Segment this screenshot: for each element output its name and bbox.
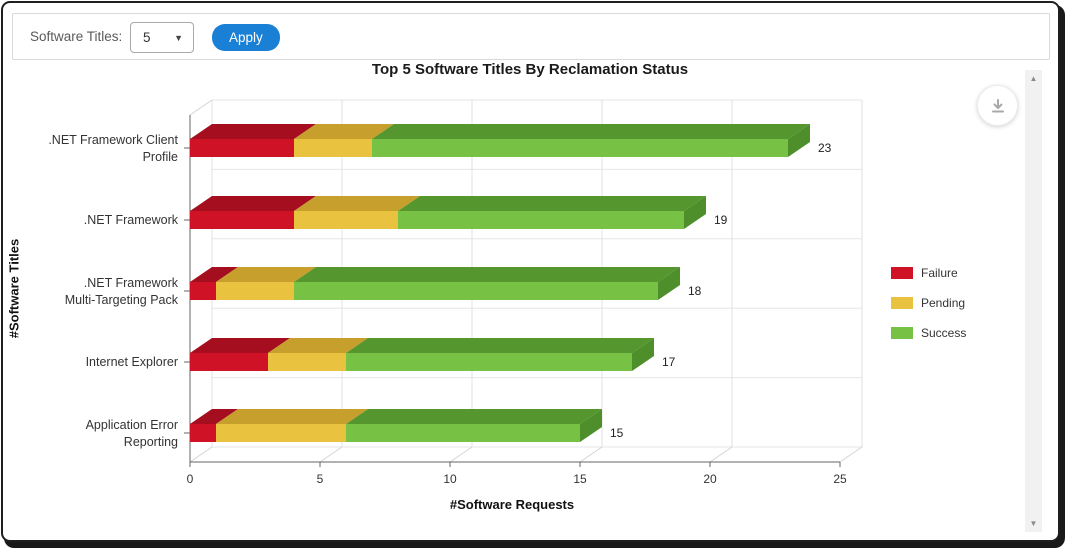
floor-slant-line [319, 446, 343, 463]
wall-slant-line [189, 99, 213, 116]
toolbar: Software Titles: 5 ▼ Apply [12, 13, 1050, 60]
bar-segment-failure[interactable] [190, 139, 294, 157]
bar-side-face [658, 267, 680, 300]
bar-segment-success[interactable] [346, 353, 632, 371]
bar-segment-pending[interactable] [216, 282, 294, 300]
bar-segment-top-pending[interactable] [268, 338, 368, 353]
x-tick-label: 25 [833, 472, 847, 486]
bar-segment-pending[interactable] [268, 353, 346, 371]
bar-segment-top-success[interactable] [372, 124, 810, 139]
category-label: Application Error [86, 418, 178, 432]
download-button[interactable] [977, 85, 1018, 126]
category-label: .NET Framework [84, 276, 179, 290]
value-label: 18 [688, 284, 702, 298]
x-tick-label: 0 [187, 472, 194, 486]
category-label: Multi-Targeting Pack [65, 293, 179, 307]
bar-side-face [788, 124, 810, 157]
bar-segment-top-pending[interactable] [216, 409, 368, 424]
bar-segment-top-pending[interactable] [216, 267, 316, 282]
scrollbar[interactable]: ▲ ▼ [1025, 70, 1042, 532]
bar-side-face [632, 338, 654, 371]
category-label: .NET Framework Client [48, 133, 178, 147]
bar-segment-pending[interactable] [294, 211, 398, 229]
bar-segment-top-success[interactable] [346, 409, 602, 424]
bar-segment-pending[interactable] [294, 139, 372, 157]
bar-segment-pending[interactable] [216, 424, 346, 442]
bar-segment-top-success[interactable] [294, 267, 680, 282]
value-label: 15 [610, 426, 624, 440]
bar-segment-failure[interactable] [190, 424, 216, 442]
value-label: 17 [662, 355, 676, 369]
x-tick-label: 10 [443, 472, 457, 486]
category-label: Internet Explorer [86, 355, 178, 369]
category-label: Reporting [124, 435, 178, 449]
scroll-down-icon[interactable]: ▼ [1029, 519, 1038, 528]
bar-segment-success[interactable] [346, 424, 580, 442]
bar-side-face [684, 196, 706, 229]
bar-segment-failure[interactable] [190, 282, 216, 300]
legend-swatch [891, 267, 913, 279]
x-tick-label: 5 [317, 472, 324, 486]
legend-swatch [891, 327, 913, 339]
bar-segment-top-pending[interactable] [294, 196, 420, 211]
bar-segment-success[interactable] [398, 211, 684, 229]
value-label: 19 [714, 213, 728, 227]
bar-side-face [580, 409, 602, 442]
value-label: 23 [818, 141, 832, 155]
bar-segment-success[interactable] [372, 139, 788, 157]
legend-label: Success [921, 326, 967, 340]
bar-segment-top-failure[interactable] [190, 338, 290, 353]
x-tick-label: 15 [573, 472, 587, 486]
legend-swatch [891, 297, 913, 309]
bar-segment-top-failure[interactable] [190, 267, 238, 282]
floor-slant-line [189, 446, 213, 463]
floor-slant-line [579, 446, 603, 463]
category-label: .NET Framework [84, 213, 179, 227]
legend-label: Pending [921, 296, 966, 310]
bar-segment-top-success[interactable] [346, 338, 654, 353]
bar-segment-top-failure[interactable] [190, 196, 316, 211]
x-axis-title: #Software Requests [449, 497, 575, 512]
floor-slant-line [839, 446, 863, 463]
scroll-up-icon[interactable]: ▲ [1029, 74, 1038, 83]
software-titles-select[interactable]: 5 ▼ [130, 22, 194, 53]
bar-segment-failure[interactable] [190, 211, 294, 229]
bar-segment-top-success[interactable] [398, 196, 706, 211]
select-value: 5 [143, 30, 151, 45]
bar-segment-success[interactable] [294, 282, 658, 300]
floor-slant-line [709, 446, 733, 463]
apply-button[interactable]: Apply [212, 24, 280, 51]
software-titles-label: Software Titles: [30, 29, 123, 44]
legend-item-failure[interactable]: Failure [891, 266, 966, 280]
download-icon [991, 98, 1004, 112]
category-label: Profile [143, 150, 178, 164]
bar-segment-failure[interactable] [190, 353, 268, 371]
legend: Failure Pending Success [891, 266, 966, 356]
bar-segment-top-pending[interactable] [294, 124, 394, 139]
chart-title: Top 5 Software Titles By Reclamation Sta… [371, 61, 689, 78]
bar-segment-top-failure[interactable] [190, 409, 238, 424]
x-tick-label: 20 [703, 472, 717, 486]
legend-item-pending[interactable]: Pending [891, 296, 966, 310]
legend-item-success[interactable]: Success [891, 326, 966, 340]
bar-segment-top-failure[interactable] [190, 124, 316, 139]
legend-label: Failure [921, 266, 958, 280]
floor-slant-line [449, 446, 473, 463]
chevron-down-icon: ▼ [174, 32, 183, 43]
